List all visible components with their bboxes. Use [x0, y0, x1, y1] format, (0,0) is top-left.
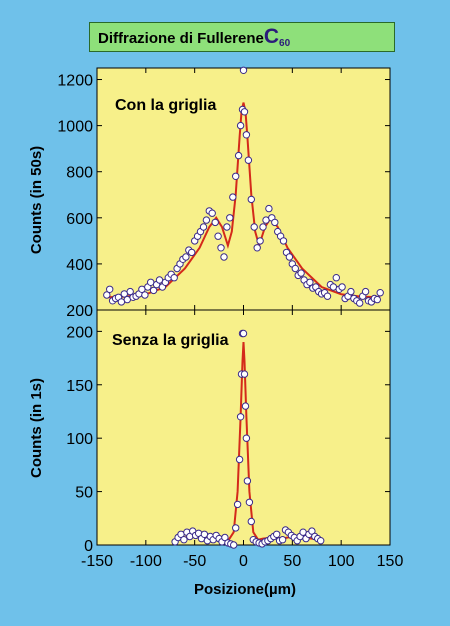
data-point [226, 214, 234, 222]
data-point [199, 223, 208, 231]
y-axis-title-bottom: Counts (in 1s) [28, 378, 45, 478]
data-point [373, 295, 381, 304]
data-point [141, 291, 149, 299]
data-point [265, 204, 273, 213]
data-point [239, 329, 248, 338]
fit-line [106, 102, 381, 299]
top-panel: 200 400 600 800 1000 1200 [57, 66, 391, 320]
data-point [256, 237, 264, 245]
y-tick-label: 0 [84, 538, 93, 555]
data-point [235, 455, 244, 464]
data-point [233, 500, 242, 509]
y-tick-label: 1200 [57, 73, 93, 90]
data-point [245, 498, 254, 506]
data-point [149, 286, 158, 295]
data-point [220, 253, 228, 261]
x-tick-label: -100 [130, 553, 162, 570]
y-axis-title-top: Counts (in 50s) [28, 146, 45, 254]
data-point [243, 477, 252, 485]
data-point [170, 274, 178, 282]
data-point [347, 287, 355, 296]
data-point [271, 218, 279, 227]
data-point [234, 151, 243, 160]
data-point [103, 291, 111, 299]
data-point [247, 195, 256, 204]
data-point [247, 517, 256, 526]
y-tick-label: 400 [66, 257, 93, 274]
data-point [317, 537, 325, 545]
y-tick-label: 50 [75, 485, 93, 502]
chart-title: Diffrazione di FullereneC60 [89, 22, 395, 52]
data-point [361, 287, 370, 296]
y-tick-label: 200 [66, 324, 93, 341]
data-point [236, 413, 245, 421]
y-tick-label: 1000 [57, 119, 93, 136]
data-point [253, 244, 261, 252]
x-tick-label: -50 [183, 553, 206, 570]
data-point [223, 223, 231, 231]
data-point [232, 524, 240, 532]
data-point [297, 269, 305, 277]
data-point [180, 536, 188, 544]
data-point [211, 218, 219, 227]
data-point [221, 533, 229, 542]
title-subscript: 60 [279, 38, 291, 49]
data-point [376, 289, 384, 297]
data-point [242, 434, 251, 442]
data-point [273, 530, 281, 538]
data-point [278, 536, 287, 544]
data-point [279, 237, 288, 245]
x-tick-label: 0 [239, 553, 248, 570]
data-point [250, 223, 258, 231]
y-tick-label: 100 [66, 431, 93, 448]
data-point [323, 292, 332, 300]
data-point [182, 253, 190, 261]
data-point [232, 172, 240, 181]
title-molecule: C [263, 25, 280, 48]
y-tick-label: 200 [66, 303, 93, 320]
y-tick-label: 150 [66, 378, 93, 395]
data-point [242, 131, 251, 139]
x-tick-label: 150 [377, 553, 404, 570]
data-point [106, 285, 114, 293]
y-tick-label: 800 [66, 165, 93, 182]
data-point [236, 121, 245, 130]
x-tick-label: 50 [283, 553, 301, 570]
data-point [240, 370, 249, 378]
data-point [332, 274, 340, 282]
data-point [202, 216, 211, 224]
data-point [291, 264, 299, 273]
data-point [306, 278, 314, 286]
data-point [214, 232, 222, 240]
title-prefix: Diffrazione di Fullerene [98, 30, 264, 47]
data-point [230, 541, 238, 549]
data-point [208, 209, 216, 217]
data-point [188, 248, 196, 257]
data-point [240, 108, 249, 116]
x-tick-label: 100 [328, 553, 355, 570]
data-point [244, 156, 253, 164]
data-point [356, 299, 364, 307]
data-point [217, 244, 225, 252]
data-point [285, 253, 294, 261]
x-tick-label: -150 [81, 553, 113, 570]
bottom-panel: 0 50 100 150 200 -150 -100 -50 0 50 100 150 [66, 310, 403, 570]
y-tick-label: 600 [66, 211, 93, 228]
data-point [229, 193, 237, 201]
data-point [126, 287, 134, 296]
data-point [239, 66, 248, 75]
panel-label-bottom: Senza la griglia [112, 332, 229, 349]
x-axis-title: Posizione(µm) [194, 581, 296, 598]
data-point [259, 223, 267, 231]
data-point [241, 402, 250, 410]
data-point [338, 283, 346, 291]
panel-label-top: Con la griglia [115, 97, 216, 114]
